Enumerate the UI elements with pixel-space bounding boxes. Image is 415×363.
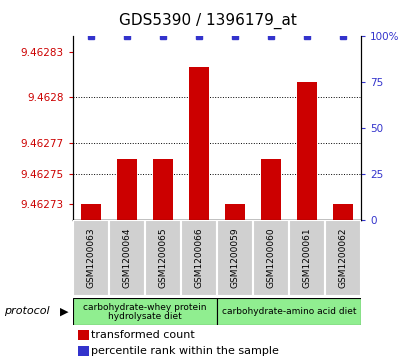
Text: GSM1200062: GSM1200062 (339, 228, 347, 288)
Bar (78, 346, 89, 356)
Text: carbohydrate-amino acid diet: carbohydrate-amino acid diet (222, 307, 356, 316)
Bar (297, 82, 317, 220)
Bar (253, 220, 289, 296)
Bar (73, 298, 217, 325)
Bar (117, 159, 137, 220)
Text: GSM1200064: GSM1200064 (122, 228, 131, 288)
Bar (333, 204, 353, 220)
Text: GSM1200063: GSM1200063 (86, 227, 95, 288)
Bar (261, 159, 281, 220)
Text: GDS5390 / 1396179_at: GDS5390 / 1396179_at (119, 13, 296, 29)
Text: protocol: protocol (4, 306, 50, 316)
Bar (217, 220, 253, 296)
Text: GSM1200060: GSM1200060 (266, 227, 276, 288)
Bar (81, 204, 100, 220)
Text: ▶: ▶ (60, 306, 68, 316)
Bar (189, 67, 209, 220)
Bar (73, 220, 109, 296)
Bar (217, 298, 361, 325)
Text: GSM1200061: GSM1200061 (303, 227, 312, 288)
Text: percentile rank within the sample: percentile rank within the sample (90, 346, 278, 356)
Text: GSM1200065: GSM1200065 (158, 227, 167, 288)
Bar (109, 220, 145, 296)
Text: GSM1200059: GSM1200059 (230, 227, 239, 288)
Bar (153, 159, 173, 220)
Bar (181, 220, 217, 296)
Bar (325, 220, 361, 296)
Bar (225, 204, 245, 220)
Bar (289, 220, 325, 296)
Text: hydrolysate diet: hydrolysate diet (108, 312, 182, 321)
Text: carbohydrate-whey protein: carbohydrate-whey protein (83, 303, 207, 312)
Text: transformed count: transformed count (90, 330, 194, 340)
Bar (145, 220, 181, 296)
Bar (78, 330, 89, 340)
Text: GSM1200066: GSM1200066 (194, 227, 203, 288)
